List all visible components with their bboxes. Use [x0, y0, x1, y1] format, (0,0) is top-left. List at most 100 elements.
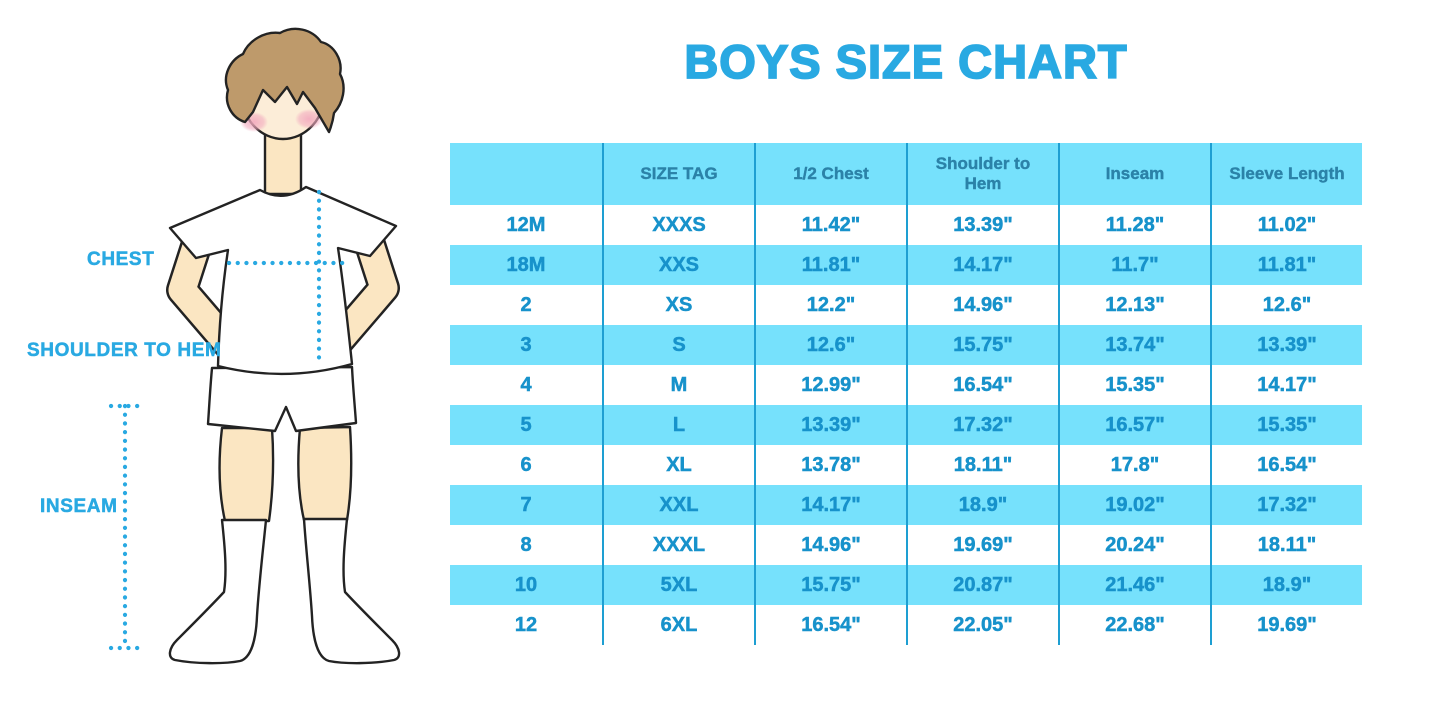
table-body: 12M XXXS 11.42" 13.39" 11.28" 11.02" 18M XXS 11.… [450, 205, 1362, 645]
value-cell: 13.39" [754, 405, 906, 445]
value-cell: M [602, 365, 754, 405]
column-header: SIZE TAG [602, 143, 754, 205]
value-cell: 22.05" [906, 605, 1058, 645]
table-row: 4 M 12.99" 16.54" 15.35" 14.17" [450, 365, 1362, 405]
boy-shirt [168, 185, 398, 376]
value-cell: L [602, 405, 754, 445]
table-header-row: SIZE TAG 1/2 Chest Shoulder to Hem Inseam Sl… [450, 143, 1362, 205]
value-cell: 15.75" [754, 565, 906, 605]
value-cell: 19.69" [1210, 605, 1362, 645]
age-cell: 10 [514, 573, 538, 596]
value-cell: 18.11" [906, 445, 1058, 485]
value-cell: 5XL [602, 565, 754, 605]
table-row: 12M XXXS 11.42" 13.39" 11.28" 11.02" [450, 205, 1362, 245]
table-row: 18M XXS 11.81" 14.17" 11.7" 11.81" [450, 245, 1362, 285]
column-header [450, 143, 602, 205]
chest-label: CHEST [87, 249, 155, 271]
size-table: SIZE TAG 1/2 Chest Shoulder to Hem Inseam Sl… [450, 143, 1362, 645]
boy-right-cheek [295, 109, 323, 129]
value-cell: 22.68" [1058, 605, 1210, 645]
age-cell: 18M [506, 253, 546, 276]
age-cell: 2 [520, 293, 532, 316]
boy-figure-illustration [108, 27, 401, 665]
value-cell: 12.2" [754, 285, 906, 325]
age-cell: 12 [514, 613, 538, 636]
value-cell: 14.17" [906, 245, 1058, 285]
value-cell: 15.35" [1058, 365, 1210, 405]
value-cell: 18.11" [1210, 525, 1362, 565]
value-cell: 11.28" [1058, 205, 1210, 245]
age-cell: 3 [520, 333, 532, 356]
value-cell: XXXS [602, 205, 754, 245]
value-cell: XXL [602, 485, 754, 525]
age-cell: 8 [520, 533, 532, 556]
table-row: 10 5XL 15.75" 20.87" 21.46" 18.9" [450, 565, 1362, 605]
value-cell: 12.13" [1058, 285, 1210, 325]
column-header: 1/2 Chest [754, 143, 906, 205]
value-cell: 11.81" [754, 245, 906, 285]
age-cell: 7 [520, 493, 532, 516]
value-cell: 11.02" [1210, 205, 1362, 245]
boy-left-sock [168, 518, 268, 665]
value-cell: 13.39" [1210, 325, 1362, 365]
age-cell: 12M [506, 213, 546, 236]
value-cell: XL [602, 445, 754, 485]
table-row: 5 L 13.39" 17.32" 16.57" 15.35" [450, 405, 1362, 445]
value-cell: 18.9" [1210, 565, 1362, 605]
value-cell: 19.69" [906, 525, 1058, 565]
value-cell: 20.24" [1058, 525, 1210, 565]
value-cell: 14.17" [1210, 365, 1362, 405]
value-cell: 14.96" [754, 525, 906, 565]
value-cell: 16.54" [754, 605, 906, 645]
value-cell: 12.99" [754, 365, 906, 405]
value-cell: 17.32" [906, 405, 1058, 445]
value-cell: 17.32" [1210, 485, 1362, 525]
value-cell: 15.75" [906, 325, 1058, 365]
value-cell: 16.57" [1058, 405, 1210, 445]
column-header: Inseam [1058, 143, 1210, 205]
value-cell: XS [602, 285, 754, 325]
value-cell: 6XL [602, 605, 754, 645]
age-cell: 4 [520, 373, 532, 396]
value-cell: 13.78" [754, 445, 906, 485]
age-cell: 6 [520, 453, 532, 476]
value-cell: 19.02" [1058, 485, 1210, 525]
value-cell: 13.39" [906, 205, 1058, 245]
value-cell: 20.87" [906, 565, 1058, 605]
value-cell: 17.8" [1058, 445, 1210, 485]
value-cell: XXS [602, 245, 754, 285]
table-row: 8 XXXL 14.96" 19.69" 20.24" 18.11" [450, 525, 1362, 565]
page-title: BOYS SIZE CHART [683, 34, 1128, 89]
value-cell: 15.35" [1210, 405, 1362, 445]
table-row: 3 S 12.6" 15.75" 13.74" 13.39" [450, 325, 1362, 365]
table-row: 2 XS 12.2" 14.96" 12.13" 12.6" [450, 285, 1362, 325]
value-cell: S [602, 325, 754, 365]
inseam-label: INSEAM [40, 496, 118, 518]
boy-right-sock [302, 517, 401, 665]
value-cell: 13.74" [1058, 325, 1210, 365]
value-cell: 11.7" [1058, 245, 1210, 285]
value-cell: 11.81" [1210, 245, 1362, 285]
value-cell: 18.9" [906, 485, 1058, 525]
boy-right-leg [297, 425, 353, 522]
value-cell: XXXL [602, 525, 754, 565]
table-row: 12 6XL 16.54" 22.05" 22.68" 19.69" [450, 605, 1362, 645]
boy-shorts [206, 365, 358, 433]
value-cell: 14.17" [754, 485, 906, 525]
value-cell: 21.46" [1058, 565, 1210, 605]
value-cell: 12.6" [754, 325, 906, 365]
value-cell: 14.96" [906, 285, 1058, 325]
value-cell: 16.54" [1210, 445, 1362, 485]
table-row: 6 XL 13.78" 18.11" 17.8" 16.54" [450, 445, 1362, 485]
value-cell: 12.6" [1210, 285, 1362, 325]
inseam-measure-line [108, 403, 142, 651]
column-header: Sleeve Length [1210, 143, 1362, 205]
age-cell: 5 [520, 413, 532, 436]
value-cell: 11.42" [754, 205, 906, 245]
boy-hair [224, 27, 345, 134]
value-cell: 16.54" [906, 365, 1058, 405]
boy-left-leg [218, 426, 275, 523]
table-row: 7 XXL 14.17" 18.9" 19.02" 17.32" [450, 485, 1362, 525]
column-header: Shoulder to Hem [906, 143, 1058, 205]
